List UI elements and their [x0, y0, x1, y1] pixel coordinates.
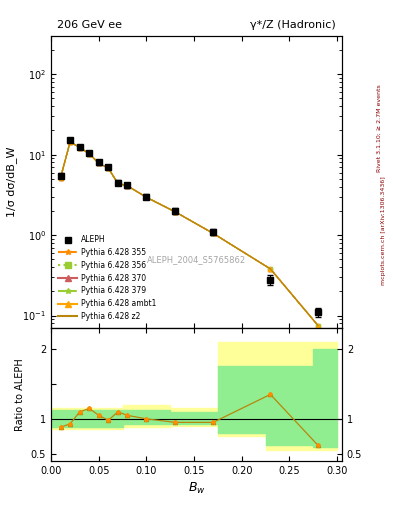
Y-axis label: 1/σ dσ/dB_W: 1/σ dσ/dB_W [6, 146, 17, 217]
Pythia 6.428 379 [211, 230, 215, 237]
Pythia 6.428 ambt1 [268, 266, 273, 272]
Pythia 6.428 ambt1 [173, 209, 177, 215]
Pythia 6.428 355 [268, 266, 273, 272]
Line: Pythia 6.428 z2: Pythia 6.428 z2 [61, 142, 318, 326]
Line: Pythia 6.428 355: Pythia 6.428 355 [59, 140, 320, 328]
Pythia 6.428 ambt1 [106, 165, 111, 171]
Pythia 6.428 z2 [68, 139, 73, 145]
Pythia 6.428 z2 [144, 194, 149, 200]
Pythia 6.428 356 [58, 175, 63, 181]
Pythia 6.428 356 [96, 160, 101, 166]
Pythia 6.428 379 [87, 151, 92, 157]
Pythia 6.428 379 [268, 266, 273, 272]
Pythia 6.428 355 [144, 194, 149, 200]
Pythia 6.428 356 [106, 165, 111, 171]
Text: γ*/Z (Hadronic): γ*/Z (Hadronic) [250, 20, 336, 30]
Pythia 6.428 370 [68, 139, 73, 145]
Pythia 6.428 379 [58, 175, 63, 181]
Pythia 6.428 z2 [77, 145, 82, 151]
Pythia 6.428 ambt1 [87, 151, 92, 157]
Pythia 6.428 z2 [268, 266, 273, 272]
Pythia 6.428 370 [116, 180, 120, 186]
Pythia 6.428 370 [106, 165, 111, 171]
Pythia 6.428 ambt1 [116, 180, 120, 186]
Pythia 6.428 z2 [87, 151, 92, 157]
Pythia 6.428 ambt1 [77, 145, 82, 151]
Pythia 6.428 ambt1 [144, 194, 149, 200]
Pythia 6.428 370 [316, 323, 320, 329]
Pythia 6.428 355 [116, 180, 120, 186]
Pythia 6.428 356 [211, 230, 215, 237]
Pythia 6.428 355 [316, 323, 320, 329]
Pythia 6.428 356 [316, 323, 320, 329]
Pythia 6.428 355 [125, 183, 130, 189]
Pythia 6.428 z2 [173, 209, 177, 215]
Pythia 6.428 z2 [116, 180, 120, 186]
Pythia 6.428 ambt1 [58, 175, 63, 181]
Pythia 6.428 355 [96, 160, 101, 166]
Pythia 6.428 ambt1 [125, 183, 130, 189]
Pythia 6.428 z2 [316, 323, 320, 329]
Pythia 6.428 370 [125, 183, 130, 189]
Pythia 6.428 355 [173, 209, 177, 215]
Pythia 6.428 355 [87, 151, 92, 157]
X-axis label: $B_w$: $B_w$ [187, 481, 206, 496]
Pythia 6.428 356 [77, 145, 82, 151]
Line: Pythia 6.428 370: Pythia 6.428 370 [59, 140, 320, 328]
Pythia 6.428 356 [87, 151, 92, 157]
Pythia 6.428 370 [144, 194, 149, 200]
Pythia 6.428 370 [87, 151, 92, 157]
Pythia 6.428 379 [68, 139, 73, 145]
Pythia 6.428 z2 [58, 175, 63, 181]
Pythia 6.428 ambt1 [316, 323, 320, 329]
Pythia 6.428 355 [106, 165, 111, 171]
Legend: ALEPH, Pythia 6.428 355, Pythia 6.428 356, Pythia 6.428 370, Pythia 6.428 379, P: ALEPH, Pythia 6.428 355, Pythia 6.428 35… [55, 232, 159, 324]
Y-axis label: Ratio to ALEPH: Ratio to ALEPH [15, 358, 25, 431]
Pythia 6.428 355 [77, 145, 82, 151]
Pythia 6.428 379 [116, 180, 120, 186]
Text: Rivet 3.1.10; ≥ 2.7M events: Rivet 3.1.10; ≥ 2.7M events [377, 84, 382, 172]
Pythia 6.428 379 [144, 194, 149, 200]
Pythia 6.428 379 [125, 183, 130, 189]
Pythia 6.428 379 [77, 145, 82, 151]
Pythia 6.428 z2 [96, 160, 101, 166]
Pythia 6.428 355 [211, 230, 215, 237]
Pythia 6.428 356 [268, 266, 273, 272]
Pythia 6.428 z2 [211, 230, 215, 237]
Pythia 6.428 370 [58, 175, 63, 181]
Pythia 6.428 ambt1 [68, 139, 73, 145]
Pythia 6.428 356 [68, 139, 73, 145]
Pythia 6.428 356 [173, 209, 177, 215]
Pythia 6.428 ambt1 [211, 230, 215, 237]
Text: 206 GeV ee: 206 GeV ee [57, 20, 122, 30]
Pythia 6.428 379 [96, 160, 101, 166]
Pythia 6.428 379 [106, 165, 111, 171]
Pythia 6.428 370 [211, 230, 215, 237]
Text: ALEPH_2004_S5765862: ALEPH_2004_S5765862 [147, 255, 246, 264]
Pythia 6.428 379 [316, 323, 320, 329]
Pythia 6.428 356 [125, 183, 130, 189]
Line: Pythia 6.428 ambt1: Pythia 6.428 ambt1 [59, 140, 320, 328]
Pythia 6.428 370 [96, 160, 101, 166]
Pythia 6.428 379 [173, 209, 177, 215]
Line: Pythia 6.428 379: Pythia 6.428 379 [59, 140, 320, 328]
Text: mcplots.cern.ch [arXiv:1306.3436]: mcplots.cern.ch [arXiv:1306.3436] [381, 176, 386, 285]
Pythia 6.428 370 [173, 209, 177, 215]
Line: Pythia 6.428 356: Pythia 6.428 356 [59, 140, 320, 328]
Pythia 6.428 356 [144, 194, 149, 200]
Pythia 6.428 z2 [106, 165, 111, 171]
Pythia 6.428 z2 [125, 183, 130, 189]
Pythia 6.428 370 [268, 266, 273, 272]
Pythia 6.428 ambt1 [96, 160, 101, 166]
Pythia 6.428 370 [77, 145, 82, 151]
Pythia 6.428 356 [116, 180, 120, 186]
Pythia 6.428 355 [58, 175, 63, 181]
Pythia 6.428 355 [68, 139, 73, 145]
